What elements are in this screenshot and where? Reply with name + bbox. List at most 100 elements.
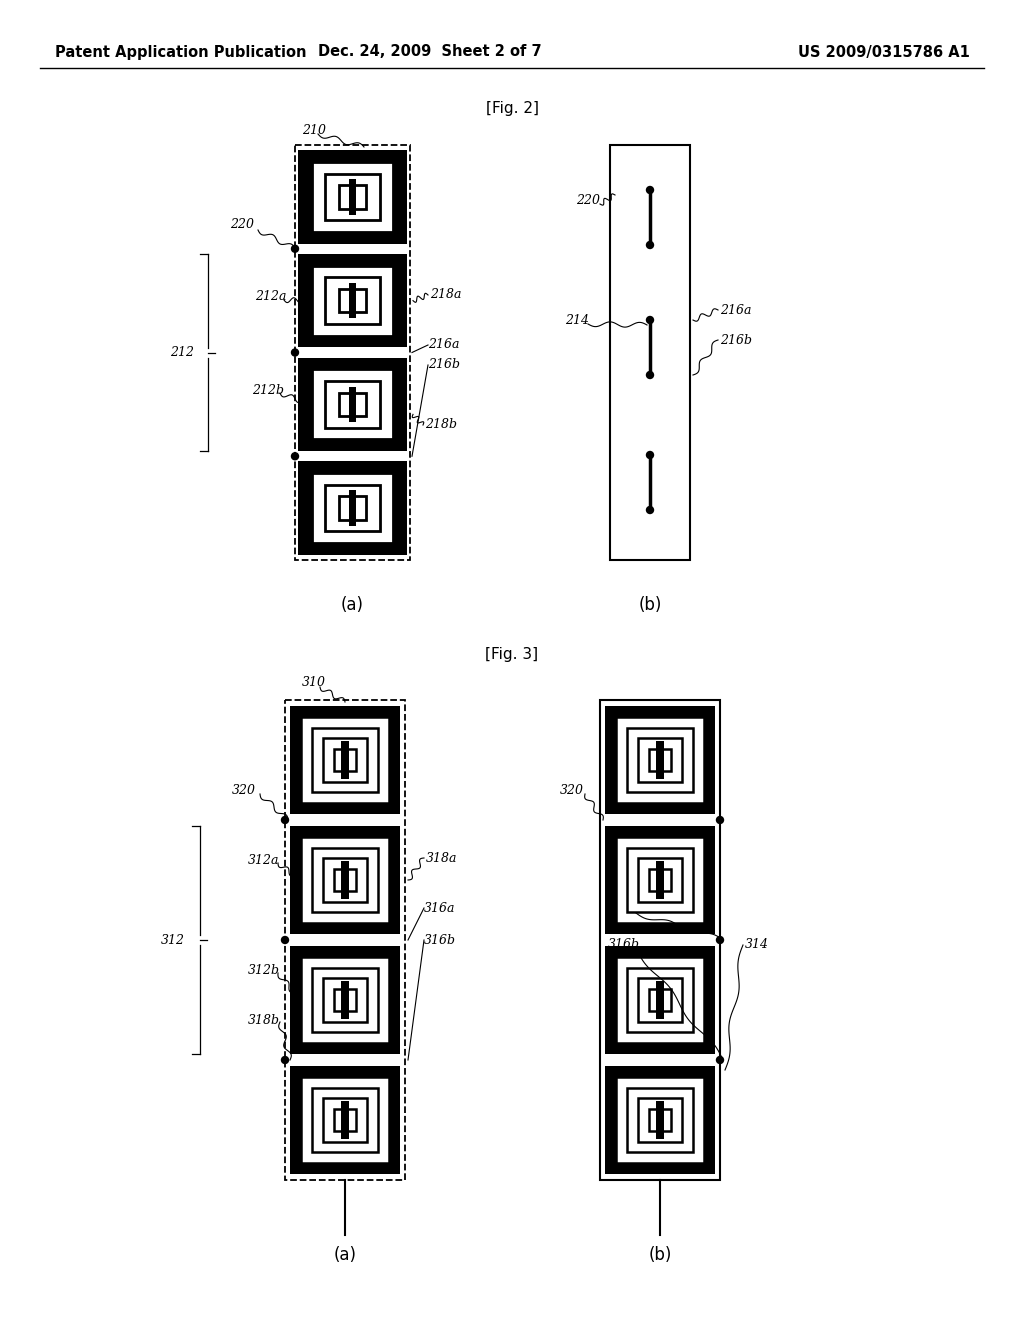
Text: 316a: 316a: [424, 902, 456, 915]
Bar: [349, 491, 356, 525]
Bar: [610, 145, 690, 560]
Bar: [312, 473, 393, 543]
Text: 210: 210: [302, 124, 326, 136]
Text: Patent Application Publication: Patent Application Publication: [55, 45, 306, 59]
Bar: [615, 957, 705, 1043]
Text: 220: 220: [230, 219, 254, 231]
Bar: [638, 978, 682, 1022]
Bar: [301, 837, 389, 923]
Bar: [339, 185, 366, 209]
Bar: [649, 750, 671, 771]
Bar: [656, 981, 664, 1019]
Circle shape: [717, 817, 724, 824]
Bar: [615, 1077, 705, 1163]
Circle shape: [282, 817, 289, 824]
Bar: [656, 741, 664, 779]
Text: 212b: 212b: [252, 384, 284, 396]
Bar: [649, 989, 671, 1011]
Bar: [326, 173, 380, 220]
Bar: [649, 750, 671, 771]
Bar: [615, 837, 705, 923]
Bar: [298, 462, 407, 554]
Bar: [323, 858, 367, 902]
Bar: [326, 484, 380, 532]
Text: [Fig. 2]: [Fig. 2]: [485, 100, 539, 116]
Bar: [339, 289, 366, 313]
Bar: [627, 968, 693, 1032]
Text: 312: 312: [161, 933, 185, 946]
Text: 212: 212: [170, 346, 194, 359]
Bar: [290, 1067, 400, 1173]
Bar: [323, 978, 367, 1022]
Bar: [312, 265, 393, 335]
Circle shape: [717, 936, 724, 944]
Bar: [334, 1109, 356, 1131]
Bar: [334, 989, 356, 1011]
Bar: [638, 738, 682, 781]
Bar: [339, 289, 366, 313]
Bar: [290, 706, 400, 814]
Text: 318a: 318a: [426, 851, 458, 865]
Bar: [312, 727, 378, 792]
Text: Dec. 24, 2009  Sheet 2 of 7: Dec. 24, 2009 Sheet 2 of 7: [318, 45, 542, 59]
Bar: [615, 837, 705, 923]
Bar: [301, 957, 389, 1043]
Bar: [326, 277, 380, 323]
Bar: [312, 727, 378, 792]
Circle shape: [282, 1056, 289, 1064]
Bar: [341, 861, 349, 899]
Circle shape: [646, 507, 653, 513]
Bar: [312, 847, 378, 912]
Bar: [323, 858, 367, 902]
Bar: [301, 957, 389, 1043]
Bar: [615, 717, 705, 803]
Bar: [638, 978, 682, 1022]
Bar: [323, 1098, 367, 1142]
Bar: [339, 393, 366, 416]
Text: 320: 320: [560, 784, 584, 796]
Bar: [312, 1088, 378, 1152]
Bar: [312, 847, 378, 912]
Bar: [323, 978, 367, 1022]
Circle shape: [292, 453, 299, 459]
Bar: [627, 1088, 693, 1152]
Bar: [615, 1077, 705, 1163]
Bar: [605, 706, 715, 814]
Bar: [295, 145, 410, 560]
Bar: [349, 387, 356, 422]
Bar: [334, 1109, 356, 1131]
Bar: [301, 717, 389, 803]
Text: 318b: 318b: [248, 1014, 280, 1027]
Text: 310: 310: [302, 676, 326, 689]
Text: 216b: 216b: [720, 334, 752, 346]
Bar: [323, 738, 367, 781]
Bar: [312, 370, 393, 440]
Circle shape: [282, 936, 289, 944]
Bar: [605, 946, 715, 1053]
Text: 320: 320: [232, 784, 256, 796]
Text: 220: 220: [575, 194, 600, 206]
Text: 212a: 212a: [255, 290, 287, 304]
Text: (a): (a): [334, 1246, 356, 1265]
Bar: [326, 277, 380, 323]
Bar: [649, 869, 671, 891]
Text: 218b: 218b: [425, 418, 457, 432]
Bar: [649, 869, 671, 891]
Text: 312a: 312a: [248, 854, 280, 866]
Bar: [627, 727, 693, 792]
Bar: [301, 717, 389, 803]
Bar: [290, 826, 400, 935]
Text: 214: 214: [565, 314, 589, 326]
Bar: [334, 989, 356, 1011]
Text: 314: 314: [745, 939, 769, 952]
Text: [Fig. 3]: [Fig. 3]: [485, 648, 539, 663]
Text: (a): (a): [341, 597, 364, 614]
Circle shape: [292, 246, 299, 252]
Bar: [312, 265, 393, 335]
Bar: [339, 496, 366, 520]
Circle shape: [646, 317, 653, 323]
Bar: [312, 162, 393, 232]
Bar: [334, 750, 356, 771]
Bar: [656, 1101, 664, 1139]
Bar: [301, 1077, 389, 1163]
